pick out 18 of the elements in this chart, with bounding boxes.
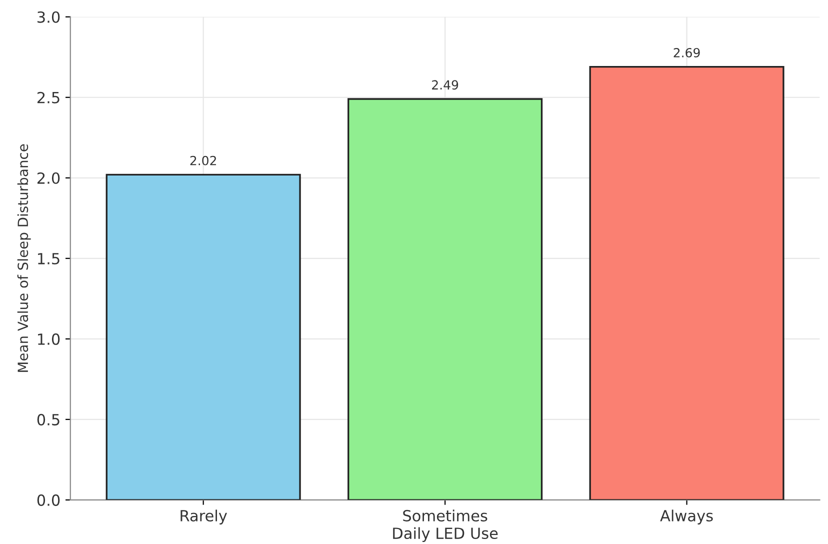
data-label: 2.02 <box>190 156 216 166</box>
y-tick-label: 1.0 <box>38 333 60 345</box>
y-tick-label: 2.0 <box>37 172 60 184</box>
y-axis-title: Mean Value of Sleep Disturbance <box>17 144 31 372</box>
bar <box>348 98 543 500</box>
x-axis-title: Daily LED Use <box>393 527 498 542</box>
x-tick-label: Always <box>660 510 713 524</box>
y-tick-label: 0.0 <box>37 494 60 506</box>
y-tick-label: 1.5 <box>38 253 60 264</box>
y-tick-label: 3.0 <box>38 11 60 23</box>
y-tick-label: 0.5 <box>37 414 60 426</box>
y-tick-label: 2.5 <box>37 92 60 104</box>
x-tick-label: Sometimes <box>403 510 488 522</box>
bar <box>106 174 301 500</box>
data-label: 2.69 <box>674 48 700 58</box>
data-label: 2.49 <box>432 80 458 90</box>
x-tick-label: Rarely <box>180 510 227 524</box>
bar <box>589 66 784 500</box>
